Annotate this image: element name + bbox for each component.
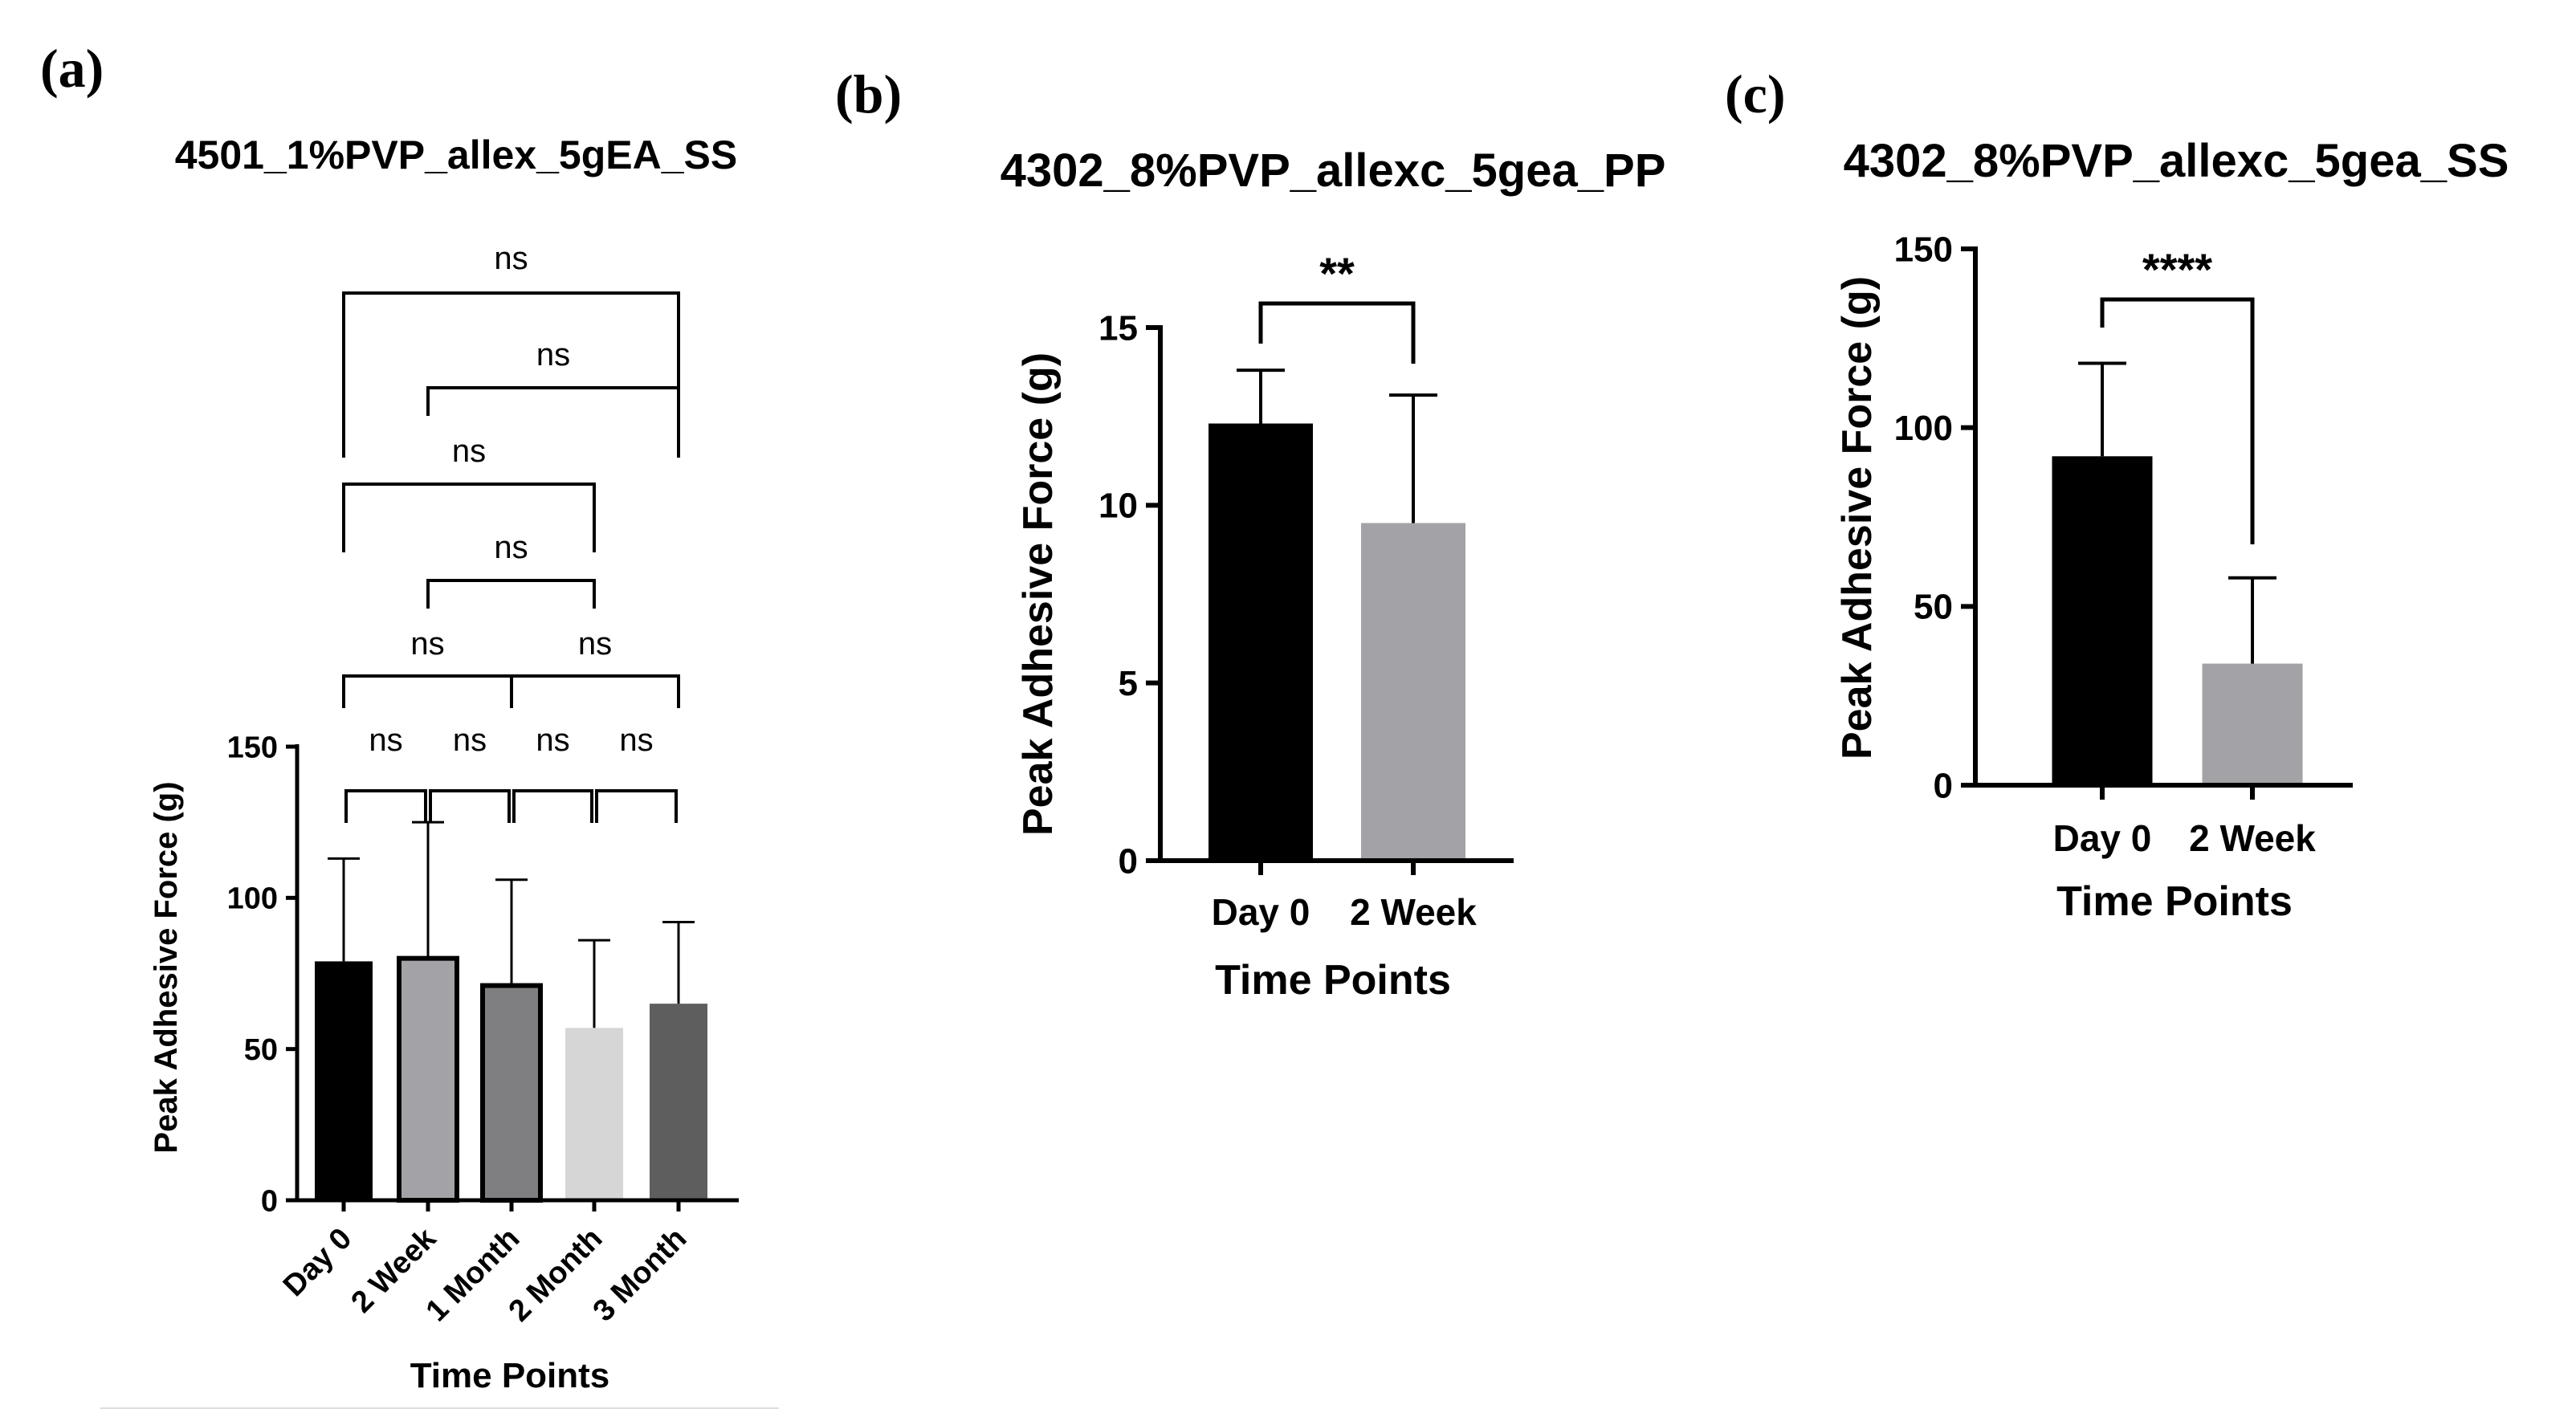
y-tick-label: 150 <box>1894 230 1953 269</box>
bar-day-0 <box>315 961 373 1200</box>
panel-c-tag: (c) <box>1725 63 1785 124</box>
panel-b-plot: 0 5 10 15 Day 0 2 Week ** <box>1098 248 1514 933</box>
significance-bracket <box>512 789 593 823</box>
significance-label: ns <box>410 626 444 662</box>
significance-bracket <box>342 291 680 458</box>
significance-bracket <box>595 789 678 823</box>
y-tick-label: 0 <box>261 1184 278 1218</box>
significance-label: ns <box>619 723 653 758</box>
significance-bracket <box>510 674 680 708</box>
significance-bracket <box>342 483 596 552</box>
panel-c-ylabel: Peak Adhesive Force (g) <box>1834 276 1881 759</box>
significance-label: ns <box>453 723 487 758</box>
panel-a-xlabel: Time Points <box>410 1356 610 1395</box>
panel-b-xlabel: Time Points <box>1215 957 1451 1004</box>
x-tick-label: Day 0 <box>2053 817 2152 859</box>
significance-label: ns <box>494 530 528 565</box>
bar-3-month <box>650 1004 707 1200</box>
significance-bracket <box>426 386 680 416</box>
significance-bracket <box>344 789 427 823</box>
significance-bracket <box>1258 301 1416 364</box>
x-tick-label: 2 Month <box>503 1222 609 1329</box>
bar-day-0 <box>2052 456 2153 785</box>
y-tick-label: 5 <box>1119 664 1138 703</box>
significance-bracket <box>2100 297 2255 544</box>
panel-b-tag: (b) <box>835 63 902 124</box>
x-tick-label: 3 Month <box>587 1222 694 1329</box>
x-tick-label: 2 Week <box>1350 891 1477 933</box>
y-tick-label: 10 <box>1098 487 1138 526</box>
y-tick-label: 15 <box>1098 308 1138 348</box>
significance-label: **** <box>2142 244 2212 295</box>
significance-label: ns <box>369 723 402 758</box>
panel-c-title: 4302_8%PVP_allexc_5gea_SS <box>1844 135 2509 187</box>
significance-bracket <box>342 674 513 708</box>
significance-label: ns <box>536 723 569 758</box>
bar-2-week <box>397 955 459 1203</box>
x-tick-label: Day 0 <box>277 1222 358 1303</box>
y-tick-label: 50 <box>244 1033 278 1067</box>
significance-label: ns <box>452 434 486 469</box>
panel-a: (a) 4501_1%PVP_allex_5gEA_SS 0 50 100 150 Da… <box>40 38 739 1395</box>
panel-b: (b) 4302_8%PVP_allexc_5gea_PP 0 5 10 15 Day … <box>835 63 1665 1004</box>
y-tick-label: 50 <box>1914 588 1953 627</box>
significance-bracket <box>426 579 596 609</box>
panel-a-tag: (a) <box>40 38 104 99</box>
x-tick-label: 2 Week <box>2189 817 2316 859</box>
panel-a-ylabel: Peak Adhesive Force (g) <box>149 781 184 1153</box>
y-tick-label: 0 <box>1934 766 1953 805</box>
significance-label: ns <box>578 626 612 662</box>
y-tick-label: 150 <box>227 731 278 764</box>
panel-b-title: 4302_8%PVP_allexc_5gea_PP <box>1001 145 1666 197</box>
bar-1-month <box>480 983 543 1203</box>
significance-label: ** <box>1319 248 1355 299</box>
panel-a-title: 4501_1%PVP_allex_5gEA_SS <box>175 132 738 177</box>
x-tick-label: Day 0 <box>1212 891 1310 933</box>
panel-c: (c) 4302_8%PVP_allexc_5gea_SS 0 50 100 150 D… <box>1725 63 2509 925</box>
y-tick-label: 0 <box>1119 841 1138 881</box>
y-tick-label: 100 <box>1894 409 1953 448</box>
significance-label: ns <box>536 337 570 373</box>
panel-c-plot: 0 50 100 150 Day 0 2 Week **** <box>1894 230 2353 859</box>
bar-2-week <box>1361 523 1465 861</box>
panel-c-xlabel: Time Points <box>2056 878 2293 925</box>
panel-b-ylabel: Peak Adhesive Force (g) <box>1015 352 1062 836</box>
bar-day-0 <box>1209 423 1313 861</box>
significance-label: ns <box>494 241 528 276</box>
significance-bracket <box>429 789 511 823</box>
bar-2-month <box>565 1028 623 1200</box>
y-tick-label: 100 <box>227 882 278 916</box>
bar-2-week <box>2202 663 2303 785</box>
